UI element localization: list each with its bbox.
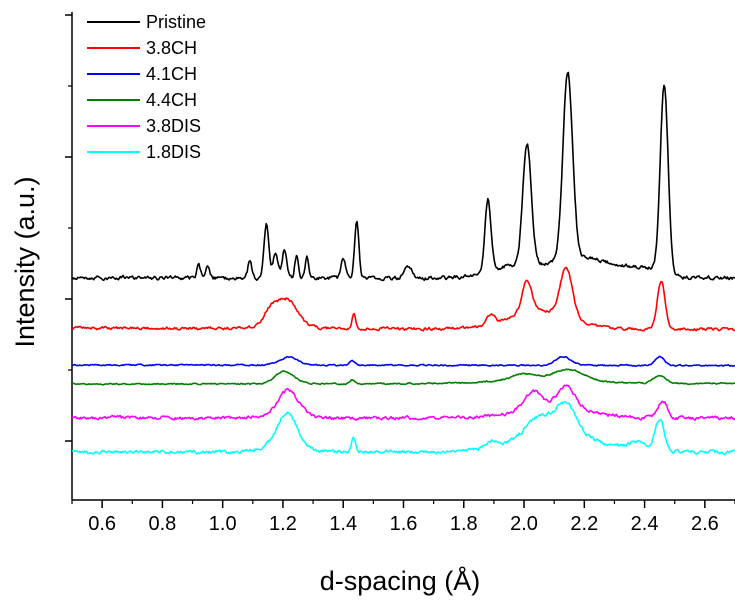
x-tick-label: 0.6 <box>88 513 116 535</box>
legend: Pristine 3.8CH 4.1CH 4.4CH 3.8DIS 1.8DIS <box>87 12 206 162</box>
series-line-1-8dis <box>72 400 735 456</box>
series-line-4-4ch <box>71 368 735 386</box>
y-axis-title: Intensity (a.u.) <box>10 176 40 347</box>
x-tick-label: 2.6 <box>691 513 719 535</box>
series-line-3-8dis <box>71 384 735 422</box>
series-layer <box>71 71 735 456</box>
legend-label: 4.4CH <box>146 90 197 110</box>
x-tick-label: 2.0 <box>510 513 538 535</box>
x-tick-label: 1.4 <box>329 513 357 535</box>
x-tick-label: 1.0 <box>209 513 237 535</box>
legend-label: 3.8DIS <box>146 116 201 136</box>
series-line-3-8ch <box>71 266 735 332</box>
series-line-4-1ch <box>71 355 735 368</box>
x-tick-label: 1.2 <box>269 513 297 535</box>
axes: 0.6 0.8 1.0 1.2 1.4 1.6 1.8 2.0 2.2 2.4 2.6 <box>65 12 735 535</box>
series-line-pristine <box>71 71 735 282</box>
x-tick-label: 2.4 <box>631 513 659 535</box>
legend-label: Pristine <box>146 12 206 32</box>
legend-label: 1.8DIS <box>146 142 201 162</box>
legend-label: 4.1CH <box>146 64 197 84</box>
x-tick-label: 0.8 <box>149 513 177 535</box>
x-tick-label: 2.2 <box>570 513 598 535</box>
x-tick-label: 1.8 <box>450 513 478 535</box>
x-tick-label: 1.6 <box>390 513 418 535</box>
x-axis-title: d-spacing (Å) <box>320 565 481 596</box>
legend-label: 3.8CH <box>146 38 197 58</box>
